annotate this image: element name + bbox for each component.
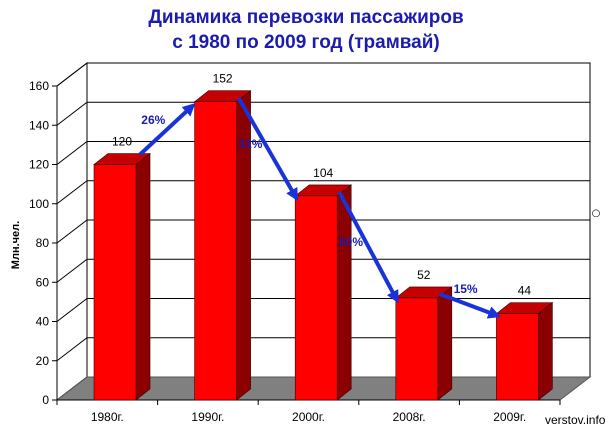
y-tick-labels: 0 20 40 60 80 100 120 140 160	[29, 79, 57, 407]
gridline	[56, 219, 590, 244]
x-tick-label: 2009г.	[493, 410, 526, 424]
y-tick-label: 100	[29, 197, 49, 211]
bar-front	[93, 164, 137, 401]
value-label: 152	[213, 72, 233, 86]
change-label: 26%	[141, 113, 165, 127]
change-label: 31%	[238, 137, 262, 151]
change-arrows	[138, 96, 501, 319]
change-arrow	[138, 103, 196, 156]
value-label: 44	[518, 284, 532, 298]
bar-front	[294, 195, 338, 401]
change-label: 50%	[339, 235, 363, 249]
x-tick-label: 2000г.	[292, 410, 325, 424]
bar-front	[496, 313, 539, 401]
circle-marker-icon: ○	[592, 208, 601, 219]
source-label: verstov.info	[545, 413, 606, 427]
bar	[495, 302, 554, 401]
chart-title-line-1: Динамика перевозки пассажиров	[148, 7, 463, 28]
chart-title: Динамика перевозки пассажиров с 1980 по …	[148, 7, 463, 53]
change-arrow	[439, 292, 501, 319]
bars	[93, 90, 554, 401]
gridline	[56, 258, 590, 283]
x-tick-label: 1990г.	[191, 410, 224, 424]
bar-front	[395, 297, 439, 401]
gridline	[56, 62, 590, 87]
y-tick-label: 60	[36, 275, 50, 289]
y-tick-label: 80	[36, 236, 50, 250]
chart-title-line-2: с 1980 по 2009 год (трамвай)	[172, 32, 440, 53]
bar	[394, 286, 453, 401]
bar-side	[538, 302, 553, 401]
y-tick-label: 160	[29, 79, 49, 93]
bar	[93, 152, 151, 401]
value-label: 52	[417, 268, 431, 282]
x-tick-label: 2008г.	[393, 410, 426, 424]
gridline	[56, 101, 590, 126]
bar-side	[437, 286, 453, 401]
y-axis-label: Млн.чел.	[10, 221, 22, 269]
change-labels: 26% 31% 50% 15%	[141, 113, 478, 296]
value-label: 104	[313, 166, 333, 180]
bar	[294, 184, 353, 401]
change-arrow	[236, 96, 299, 202]
gridline	[56, 141, 590, 165]
bar-front	[194, 101, 237, 401]
bar	[193, 90, 252, 401]
bar-side	[135, 152, 151, 401]
change-arrow	[337, 190, 399, 304]
y-tick-label: 140	[29, 118, 49, 132]
change-label: 15%	[454, 282, 478, 296]
y-tick-label: 40	[36, 315, 50, 329]
gridline	[56, 180, 590, 205]
value-labels: 120 152 104 52 44	[112, 72, 531, 298]
value-label: 120	[112, 135, 132, 149]
x-tick-labels: 1980г. 1990г. 2000г. 2008г. 2009г.	[56, 400, 561, 424]
x-tick-label: 1980г.	[91, 410, 124, 424]
bar-side	[336, 184, 352, 401]
y-tick-label: 0	[42, 393, 49, 407]
y-tick-label: 120	[29, 158, 49, 172]
y-tick-label: 20	[36, 354, 50, 368]
